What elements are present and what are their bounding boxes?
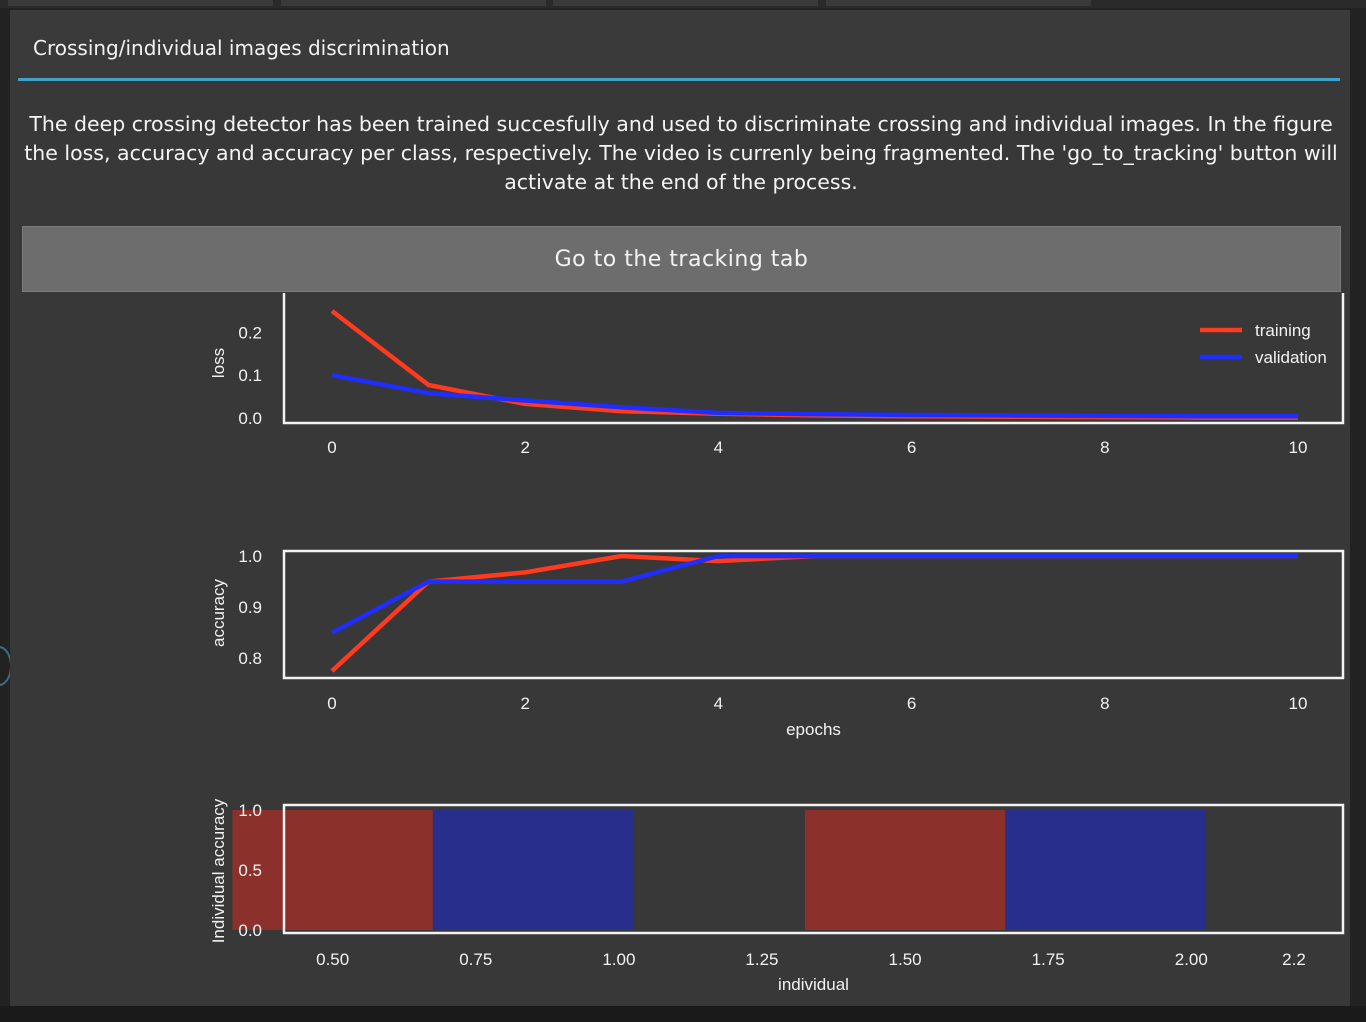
axes-frame-individual-accuracy [282, 803, 1345, 935]
x-tick-label: 6 [907, 438, 916, 457]
y-tick-label: 0.0 [238, 409, 262, 428]
y-tick-label: 0.8 [238, 649, 262, 668]
series-line-validation [330, 553, 1298, 635]
background-tab [8, 0, 273, 6]
y-tick-label: 0.0 [238, 921, 262, 940]
axes-frame-accuracy [282, 549, 1345, 680]
x-tick-label: 2.2 [1282, 950, 1306, 969]
y-tick-label: 0.9 [238, 598, 262, 617]
x-tick-label: 6 [907, 694, 916, 713]
accuracy-bar [1005, 810, 1206, 930]
y-tick-label: 1.0 [238, 801, 262, 820]
x-axis-label: individual [778, 975, 849, 994]
dialog-title-bar[interactable]: Crossing/individual images discriminatio… [10, 10, 1350, 80]
accuracy-bar [232, 810, 433, 930]
go-to-tracking-button[interactable]: Go to the tracking tab [22, 226, 1341, 292]
x-tick-label: 4 [714, 694, 723, 713]
dialog-message: The deep crossing detector has been trai… [24, 112, 1338, 194]
y-tick-label: 1.0 [238, 547, 262, 566]
x-tick-label: 10 [1289, 694, 1308, 713]
background-tab [553, 0, 818, 6]
x-tick-label: 0 [327, 694, 336, 713]
y-tick-label: 0.2 [238, 323, 262, 342]
x-tick-label: 0.75 [459, 950, 492, 969]
x-tick-label: 1.25 [745, 950, 778, 969]
training-figure: 0.0 0.1 0.2 0 2 4 6 8 10 loss training validation 0.… [20, 283, 1350, 1006]
series-line-training [330, 553, 1298, 673]
y-tick-label: 0.5 [238, 861, 262, 880]
legend-label-validation: validation [1255, 348, 1327, 367]
x-tick-label: 1.00 [602, 950, 635, 969]
series-line-training [330, 309, 1298, 420]
x-tick-label: 0 [327, 438, 336, 457]
accuracy-bar [804, 810, 1006, 930]
title-accent-rule [18, 78, 1340, 81]
x-axis-label: epochs [786, 720, 841, 739]
y-axis-label: loss [209, 348, 228, 378]
x-tick-label: 10 [1289, 438, 1308, 457]
accuracy-bar [432, 810, 634, 930]
x-tick-label: 0.50 [316, 950, 349, 969]
y-axis-label: accuracy [209, 578, 228, 647]
training-figure-canvas: 0.0 0.1 0.2 0 2 4 6 8 10 loss training validation 0.… [209, 283, 1345, 994]
y-axis-label: Individual accuracy [209, 798, 228, 943]
x-tick-label: 8 [1100, 694, 1109, 713]
discrimination-dialog: Crossing/individual images discriminatio… [10, 10, 1350, 1006]
background-tab [826, 0, 1091, 6]
series-line-validation [331, 372, 1298, 419]
dialog-title: Crossing/individual images discriminatio… [33, 36, 450, 60]
x-tick-label: 2.00 [1175, 950, 1208, 969]
legend-label-training: training [1255, 321, 1311, 340]
x-tick-label: 4 [714, 438, 723, 457]
x-tick-label: 2 [520, 438, 529, 457]
axes-frame-loss [282, 283, 1345, 425]
x-tick-label: 1.50 [889, 950, 922, 969]
background-bottom-strip [0, 1006, 1366, 1022]
x-tick-label: 2 [520, 694, 529, 713]
background-tab [281, 0, 546, 6]
y-tick-label: 0.1 [238, 366, 262, 385]
x-tick-label: 8 [1100, 438, 1109, 457]
x-tick-label: 1.75 [1032, 950, 1065, 969]
